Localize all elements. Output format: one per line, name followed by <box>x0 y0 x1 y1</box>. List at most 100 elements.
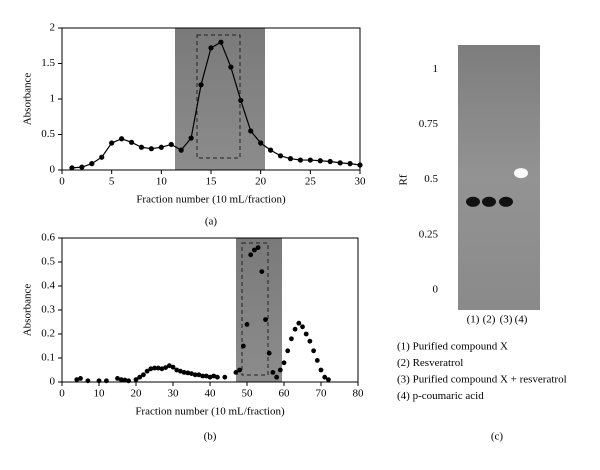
marker <box>218 39 224 45</box>
marker <box>327 158 333 165</box>
point <box>152 365 157 371</box>
marker <box>178 147 184 153</box>
y-tick-label: 1 <box>50 93 56 105</box>
point <box>203 373 209 379</box>
point <box>170 364 176 370</box>
point <box>115 376 120 381</box>
point <box>155 365 161 371</box>
marker <box>158 144 164 150</box>
legend-note: (4) p-coumaric acid <box>397 390 484 402</box>
gel-photo <box>236 238 282 382</box>
point <box>307 338 313 344</box>
marker <box>228 64 234 70</box>
point <box>292 326 298 332</box>
point <box>122 377 128 383</box>
point <box>85 378 91 384</box>
dashed-box <box>196 34 241 159</box>
plot-frame <box>61 237 359 383</box>
x-tick-label: 5 <box>109 176 115 188</box>
y-tick-label: 0.3 <box>41 304 55 316</box>
point <box>104 378 109 384</box>
point <box>303 331 309 337</box>
point <box>277 367 283 373</box>
x-tick-label: 10 <box>94 388 106 400</box>
point <box>118 377 124 382</box>
x-tick-label: 0 <box>59 176 65 188</box>
spot <box>466 196 480 207</box>
point <box>163 365 169 370</box>
marker <box>99 154 105 160</box>
marker <box>168 141 174 148</box>
point <box>215 374 220 380</box>
y-tick-label: 0.5 <box>41 256 55 268</box>
point <box>181 370 187 375</box>
spot <box>482 196 496 207</box>
marker <box>148 146 154 152</box>
marker <box>198 82 204 88</box>
lane-label: (2) <box>483 314 496 326</box>
point <box>289 336 294 342</box>
point <box>285 348 291 354</box>
caption: (b) <box>204 431 217 443</box>
point <box>263 317 268 322</box>
marker <box>357 162 363 168</box>
x-tick-label: 0 <box>59 388 65 400</box>
marker <box>337 160 343 166</box>
lane-label: (1) <box>467 314 480 326</box>
point <box>240 343 246 349</box>
x-tick-label: 15 <box>206 176 218 188</box>
point <box>159 366 165 372</box>
point <box>178 368 183 374</box>
dashed-box <box>241 242 269 376</box>
caption: (c) <box>491 431 504 443</box>
point <box>318 367 324 373</box>
point <box>211 373 217 379</box>
marker <box>128 139 135 145</box>
marker <box>138 144 145 150</box>
x-tick-label: 20 <box>255 176 267 188</box>
lane-label: (4) <box>515 314 528 326</box>
marker <box>208 45 214 51</box>
gel-photo <box>175 28 265 170</box>
x-tick-label: 30 <box>168 388 180 400</box>
x-tick-label: 50 <box>242 388 254 400</box>
marker <box>89 161 95 167</box>
y-tick-label: 0.25 <box>419 228 439 240</box>
y-tick-label: 0.5 <box>424 173 438 185</box>
marker <box>79 164 85 170</box>
y-tick-label: 0 <box>50 164 56 176</box>
point <box>237 367 243 373</box>
point <box>322 374 328 380</box>
point <box>137 374 143 380</box>
point <box>270 370 276 375</box>
point <box>74 377 80 382</box>
point <box>196 372 202 378</box>
point <box>274 374 279 380</box>
legend-note: (1) Purified compound X <box>397 341 508 353</box>
x-tick-label: 70 <box>316 388 328 400</box>
x-tick-label: 40 <box>205 388 217 400</box>
point <box>126 378 131 384</box>
marker <box>258 140 264 146</box>
point <box>311 348 316 354</box>
point <box>266 350 272 356</box>
marker <box>268 147 274 153</box>
y-tick-label: 0 <box>433 284 439 296</box>
y-axis-label: Absorbance <box>22 284 34 337</box>
spot <box>514 168 528 179</box>
spot <box>499 196 513 207</box>
y-tick-label: 0.6 <box>41 232 55 244</box>
point <box>326 377 331 382</box>
point <box>314 358 320 363</box>
y-axis-label: Absorbance <box>22 73 34 126</box>
x-tick-label: 20 <box>131 388 143 400</box>
point <box>233 370 239 375</box>
point <box>200 373 206 379</box>
marker <box>69 165 75 171</box>
point <box>96 378 102 384</box>
marker <box>277 153 284 159</box>
lane-label: (3) <box>500 314 513 326</box>
y-tick-label: 1.5 <box>41 57 55 69</box>
y-tick-label: 2 <box>50 22 56 34</box>
